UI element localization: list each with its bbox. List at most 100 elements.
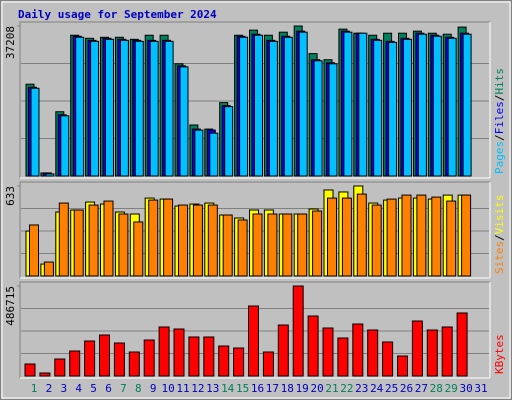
x-tick-label: 9 [150,382,157,395]
bar [148,199,159,277]
y-tick-label: 633 [4,186,17,206]
x-tick-label: 13 [206,382,219,395]
bar [218,345,230,377]
bar [322,327,334,377]
bar [58,202,69,277]
bar [254,34,263,177]
bar [446,200,457,277]
bar [207,204,218,277]
x-tick-label: 11 [176,382,189,395]
y-tick-label: 37208 [4,26,17,59]
bar [397,355,408,377]
bar [312,210,323,277]
bar [456,312,468,377]
bar [462,33,472,177]
bar [188,336,200,377]
bar [113,342,125,377]
bar [432,35,442,177]
bar [341,197,352,277]
bar [431,196,442,277]
legend-entry: Hits [493,68,506,95]
bar [118,213,129,277]
bar [233,347,245,377]
x-tick-label: 16 [251,382,264,395]
x-tick-label: 30 [459,382,472,395]
x-tick-label: 31 [474,382,487,395]
bar [356,193,367,277]
bar [327,197,337,277]
bar [158,326,170,377]
x-tick-label: 7 [120,382,127,395]
bar [164,40,174,177]
x-tick-label: 26 [400,382,413,395]
bar [29,224,39,277]
bar [224,106,234,177]
bar [128,351,140,377]
bar [386,198,397,277]
bar [143,339,155,377]
bar [103,200,114,277]
legend-separator: / [493,234,506,241]
bar [416,194,427,277]
bar [209,132,219,177]
bar [24,363,36,377]
x-tick-label: 14 [221,382,235,395]
x-tick-label: 17 [266,382,279,395]
bar [277,324,289,377]
bar [75,36,85,177]
x-tick-label: 29 [445,382,458,395]
bar [298,31,308,177]
bar [373,39,383,177]
bar [39,372,51,377]
bar [194,129,204,177]
x-tick-label: 8 [135,382,142,395]
bar [54,358,66,377]
x-tick-label: 6 [105,382,112,395]
bar [267,213,278,277]
bar [43,261,54,277]
bar [239,36,249,177]
bar [328,63,338,177]
bar [371,204,382,277]
x-tick-label: 23 [355,382,368,395]
bar [283,36,293,177]
x-tick-label: 1 [31,382,38,395]
legend: KBytes [493,334,506,374]
bar [30,87,40,177]
bar [179,66,189,177]
bar [203,336,215,377]
bar [401,194,412,277]
bar [292,285,304,377]
x-tick-label: 5 [90,382,97,395]
x-tick-label: 2 [46,382,53,395]
y-tick-label: 486715 [4,286,17,326]
bar [382,341,394,377]
bar [149,40,159,177]
bar [99,334,110,377]
bar [441,326,453,377]
bar [388,41,398,177]
legend-entry: Visits [493,195,506,235]
bar [343,31,353,177]
legend-entry: KBytes [493,334,506,374]
bar [60,115,70,177]
x-tick-label: 25 [385,382,398,395]
legend-entry: Pages [493,141,506,174]
x-tick-label: 18 [281,382,294,395]
bar [119,39,129,177]
bar [337,337,349,377]
bar [461,194,472,277]
x-tick-label: 21 [325,382,338,395]
bar [262,351,274,377]
bar [237,219,248,277]
bar [73,209,84,277]
bar [192,204,203,277]
bar [447,37,457,177]
legend-entry: Files [493,101,506,134]
bar [133,221,144,277]
legend: Pages/Files/Hits [493,68,506,174]
bar [352,323,364,377]
bar [268,40,278,177]
